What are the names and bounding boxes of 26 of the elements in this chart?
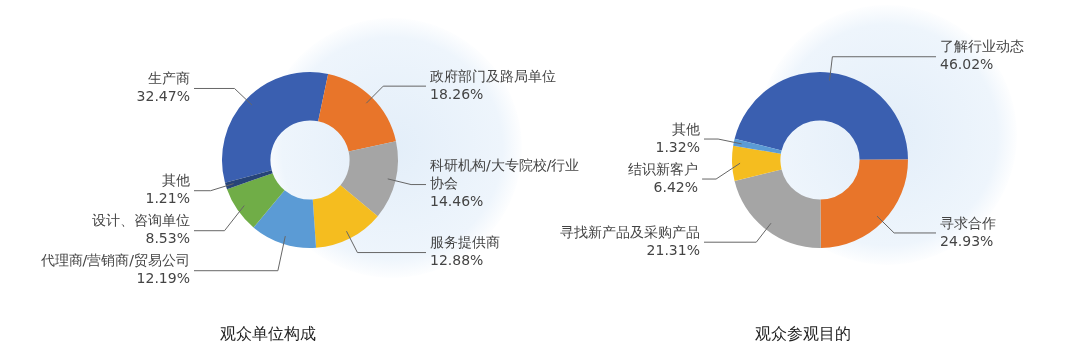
slice-label: 其他 — [672, 120, 700, 137]
data-label: 1.32% — [655, 138, 700, 155]
slice-label: 代理商/营销商/贸易公司 — [39, 252, 190, 269]
slice-label: 了解行业动态 — [940, 38, 1024, 55]
data-label: 8.53% — [145, 230, 190, 247]
data-label: 24.93% — [940, 232, 994, 249]
data-label: 32.47% — [136, 88, 190, 105]
slice-label: 结识新客户 — [628, 160, 699, 177]
slice-label: 设计、咨询单位 — [92, 212, 190, 229]
text: 观众单位构成 — [218, 324, 317, 345]
slice-label: 科研机构/大专院校/行业协会 — [430, 157, 580, 192]
data-label: 12.19% — [136, 270, 190, 287]
data-label: 18.26% — [430, 85, 484, 102]
slice-label: 政府部门及路局单位 — [430, 67, 556, 84]
slice-label: 寻求合作 — [940, 214, 996, 231]
slice-label: 其他 — [162, 172, 190, 189]
data-label: 46.02% — [940, 56, 994, 73]
data-label: 21.31% — [646, 241, 700, 258]
data-label: 1.21% — [145, 190, 190, 207]
text: 观众参观目的 — [753, 324, 852, 345]
data-label: 12.88% — [430, 252, 484, 269]
data-label: 14.46% — [430, 193, 484, 210]
slice-label: 服务提供商 — [430, 234, 500, 251]
slice-label: 生产商 — [148, 70, 190, 87]
slice-label: 寻找新产品及采购产品 — [560, 223, 700, 240]
data-label: 6.42% — [653, 178, 699, 195]
